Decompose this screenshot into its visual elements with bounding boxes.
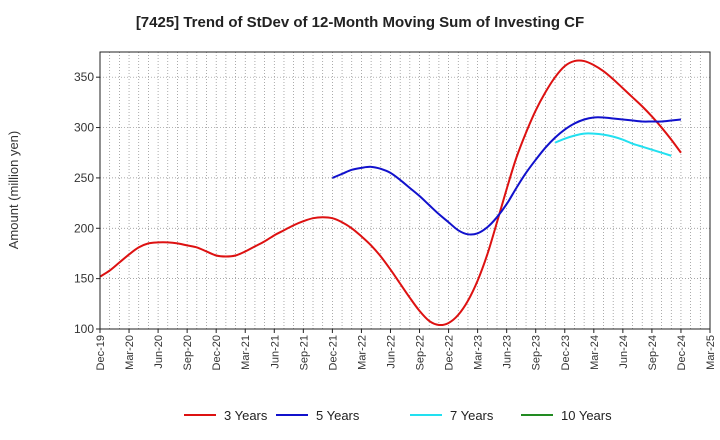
x-tick-label: Jun-22 xyxy=(385,335,397,369)
legend: 3 Years 5 Years 7 Years 10 Years xyxy=(184,408,612,423)
y-tick-label: 150 xyxy=(74,272,94,286)
x-tick-label: Mar-22 xyxy=(356,335,368,370)
legend-label: 7 Years xyxy=(450,408,494,423)
legend-label: 5 Years xyxy=(316,408,360,423)
y-axis-label: Amount (million yen) xyxy=(6,131,21,250)
x-tick-label: Dec-21 xyxy=(327,335,339,370)
x-tick-label: Mar-24 xyxy=(589,335,601,370)
x-tick-label: Dec-19 xyxy=(95,335,107,370)
series-lines xyxy=(99,59,682,327)
plot-frame xyxy=(99,51,711,330)
x-tick-label: Mar-23 xyxy=(473,335,485,370)
y-tick-label: 200 xyxy=(74,221,94,235)
x-tick-label: Jun-21 xyxy=(269,335,281,369)
x-tick-label: Mar-20 xyxy=(124,335,136,370)
series-line-3-years xyxy=(99,59,682,327)
chart-title: [7425] Trend of StDev of 12-Month Moving… xyxy=(136,14,584,31)
x-tick-label: Dec-20 xyxy=(211,335,223,370)
x-tick-label: Jun-24 xyxy=(618,335,630,369)
x-tick-label: Sep-23 xyxy=(531,335,543,370)
y-tick-label: 350 xyxy=(74,70,94,84)
y-tick-label: 300 xyxy=(74,121,94,135)
y-tick-label: 100 xyxy=(74,322,94,336)
legend-label: 10 Years xyxy=(561,408,612,423)
y-tick-labels: 100 150 200 250 300 350 xyxy=(74,70,100,336)
series-line-7-years xyxy=(554,132,672,157)
legend-label: 3 Years xyxy=(224,408,268,423)
x-tick-labels: Dec-19 Mar-20 Jun-20 Sep-20 Dec-20 Mar-21 Jun-… xyxy=(95,329,717,370)
x-tick-label: Sep-21 xyxy=(298,335,310,370)
x-tick-label: Dec-22 xyxy=(444,335,456,370)
x-tick-label: Sep-24 xyxy=(647,335,659,370)
grid-lines xyxy=(100,52,710,329)
x-tick-label: Sep-22 xyxy=(415,335,427,370)
series-line-5-years xyxy=(331,116,682,236)
y-tick-label: 250 xyxy=(74,171,94,185)
x-tick-label: Sep-20 xyxy=(182,335,194,370)
x-tick-label: Dec-23 xyxy=(560,335,572,370)
x-tick-label: Mar-25 xyxy=(705,335,717,370)
x-tick-label: Mar-21 xyxy=(240,335,252,370)
x-tick-label: Jun-20 xyxy=(153,335,165,369)
x-tick-label: Dec-24 xyxy=(676,335,688,370)
x-tick-label: Jun-23 xyxy=(502,335,514,369)
